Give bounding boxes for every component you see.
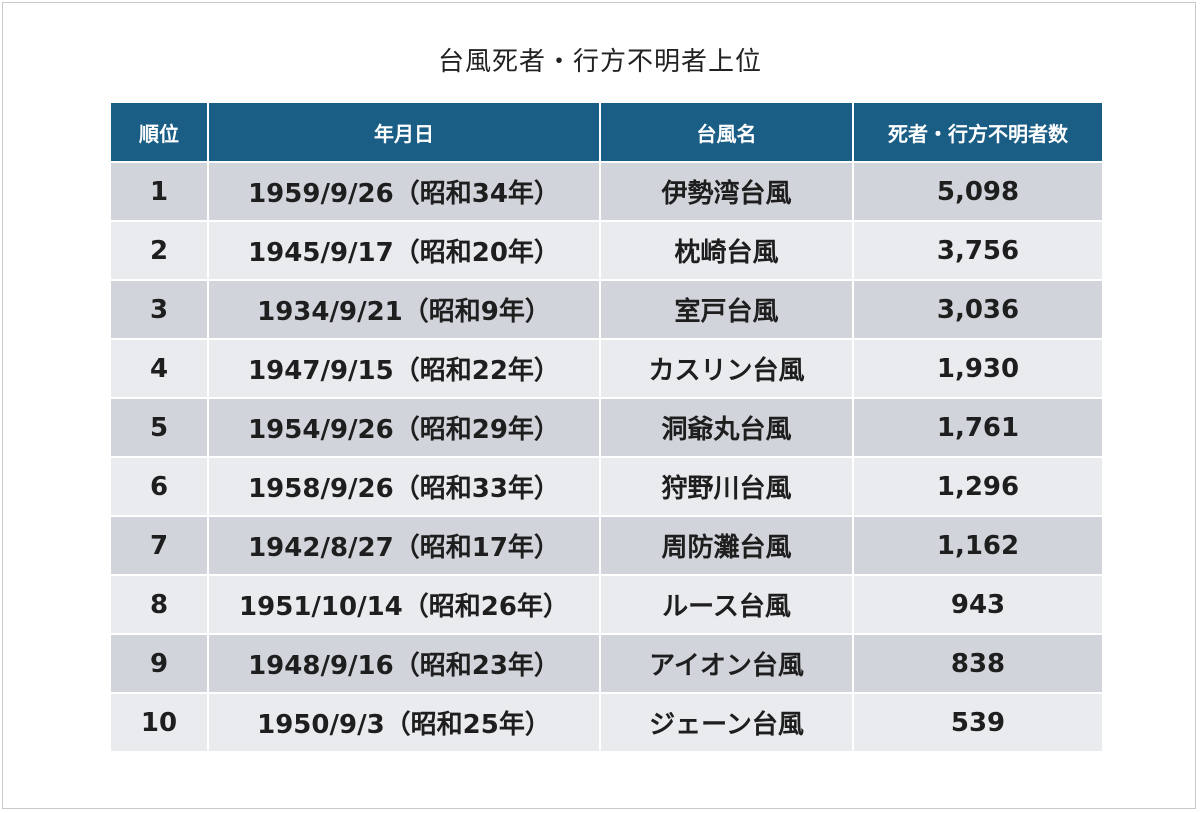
cell-typhoon-name: 伊勢湾台風 — [599, 161, 854, 222]
table-row: 2 1945/9/17（昭和20年） 枕崎台風 3,756 — [109, 220, 1104, 281]
header-typhoon-name: 台風名 — [599, 101, 854, 163]
cell-rank: 4 — [109, 338, 209, 399]
cell-typhoon-name: カスリン台風 — [599, 338, 854, 399]
cell-casualties: 1,930 — [852, 338, 1104, 399]
cell-typhoon-name: ジェーン台風 — [599, 692, 854, 753]
cell-rank: 6 — [109, 456, 209, 517]
cell-casualties: 838 — [852, 633, 1104, 694]
cell-casualties: 1,162 — [852, 515, 1104, 576]
cell-typhoon-name: 狩野川台風 — [599, 456, 854, 517]
table-row: 8 1951/10/14（昭和26年） ルース台風 943 — [109, 574, 1104, 635]
cell-date: 1951/10/14（昭和26年） — [207, 574, 601, 635]
table-row: 10 1950/9/3（昭和25年） ジェーン台風 539 — [109, 692, 1104, 753]
cell-typhoon-name: アイオン台風 — [599, 633, 854, 694]
cell-rank: 7 — [109, 515, 209, 576]
cell-typhoon-name: 周防灘台風 — [599, 515, 854, 576]
table-row: 9 1948/9/16（昭和23年） アイオン台風 838 — [109, 633, 1104, 694]
table-row: 3 1934/9/21（昭和9年） 室戸台風 3,036 — [109, 279, 1104, 340]
cell-date: 1942/8/27（昭和17年） — [207, 515, 601, 576]
cell-casualties: 5,098 — [852, 161, 1104, 222]
page-title: 台風死者・行方不明者上位 — [437, 47, 762, 77]
table-row: 4 1947/9/15（昭和22年） カスリン台風 1,930 — [109, 338, 1104, 399]
cell-date: 1958/9/26（昭和33年） — [207, 456, 601, 517]
cell-date: 1950/9/3（昭和25年） — [207, 692, 601, 753]
table-row: 5 1954/9/26（昭和29年） 洞爺丸台風 1,761 — [109, 397, 1104, 458]
cell-typhoon-name: 洞爺丸台風 — [599, 397, 854, 458]
cell-casualties: 943 — [852, 574, 1104, 635]
cell-casualties: 1,296 — [852, 456, 1104, 517]
cell-date: 1934/9/21（昭和9年） — [207, 279, 601, 340]
cell-date: 1947/9/15（昭和22年） — [207, 338, 601, 399]
cell-typhoon-name: ルース台風 — [599, 574, 854, 635]
header-rank: 順位 — [109, 101, 209, 163]
cell-rank: 9 — [109, 633, 209, 694]
cell-casualties: 3,036 — [852, 279, 1104, 340]
cell-casualties: 1,761 — [852, 397, 1104, 458]
cell-casualties: 3,756 — [852, 220, 1104, 281]
cell-rank: 3 — [109, 279, 209, 340]
table-header-row: 順位 年月日 台風名 死者・行方不明者数 — [109, 101, 1104, 163]
cell-typhoon-name: 室戸台風 — [599, 279, 854, 340]
cell-date: 1945/9/17（昭和20年） — [207, 220, 601, 281]
cell-rank: 10 — [109, 692, 209, 753]
cell-casualties: 539 — [852, 692, 1104, 753]
table-row: 1 1959/9/26（昭和34年） 伊勢湾台風 5,098 — [109, 161, 1104, 222]
cell-rank: 1 — [109, 161, 209, 222]
typhoon-ranking-table: 順位 年月日 台風名 死者・行方不明者数 1 1959/9/26（昭和34年） … — [109, 101, 1104, 753]
cell-rank: 5 — [109, 397, 209, 458]
cell-rank: 8 — [109, 574, 209, 635]
header-casualties: 死者・行方不明者数 — [852, 101, 1104, 163]
cell-date: 1959/9/26（昭和34年） — [207, 161, 601, 222]
header-date: 年月日 — [207, 101, 601, 163]
cell-rank: 2 — [109, 220, 209, 281]
table-row: 6 1958/9/26（昭和33年） 狩野川台風 1,296 — [109, 456, 1104, 517]
cell-date: 1954/9/26（昭和29年） — [207, 397, 601, 458]
table-row: 7 1942/8/27（昭和17年） 周防灘台風 1,162 — [109, 515, 1104, 576]
cell-typhoon-name: 枕崎台風 — [599, 220, 854, 281]
cell-date: 1948/9/16（昭和23年） — [207, 633, 601, 694]
